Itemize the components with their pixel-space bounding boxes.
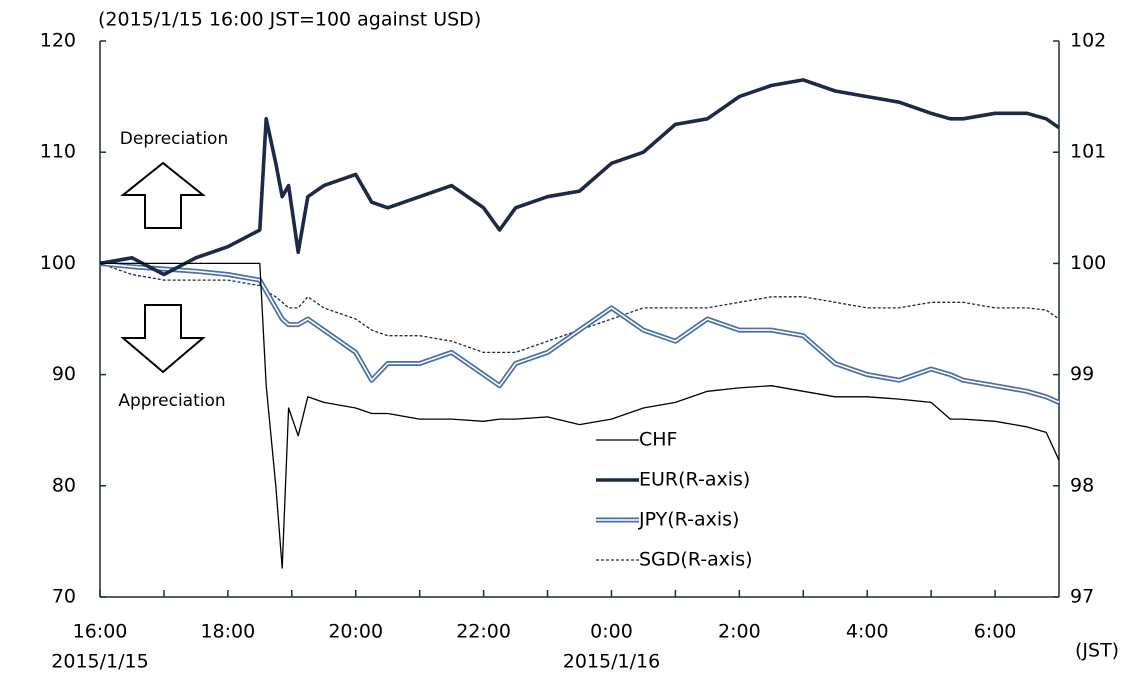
arrow-down	[120, 304, 206, 374]
x-tick-label: 16:00	[73, 621, 128, 643]
x-tick-label: 22:00	[456, 621, 511, 643]
date-label: 2015/1/16	[563, 651, 660, 673]
x-tick-label: 18:00	[200, 621, 255, 643]
series-line	[100, 262, 1060, 569]
y-tick-label: 100	[40, 252, 76, 274]
x-unit-label: (JST)	[1075, 640, 1119, 662]
y-tick-label: 110	[40, 141, 76, 163]
series-line	[99, 260, 1061, 405]
series-line-inner	[99, 262, 1060, 404]
y2-tick-label: 102	[1070, 30, 1106, 52]
legend-label: EUR(R-axis)	[639, 469, 750, 491]
y-tick-label: 120	[40, 30, 76, 52]
legend-label: JPY(R-axis)	[638, 509, 739, 531]
y2-tick-label: 99	[1070, 363, 1094, 385]
x-tick-label: 2:00	[718, 621, 761, 643]
y-tick-label: 80	[52, 474, 76, 496]
arrow-up	[120, 161, 206, 229]
y2-tick-label: 100	[1070, 252, 1106, 274]
annotation: Depreciation	[120, 129, 228, 149]
x-tick-label: 6:00	[974, 621, 1017, 643]
date-label: 2015/1/15	[51, 651, 148, 673]
y2-tick-label: 101	[1070, 141, 1106, 163]
x-tick-label: 20:00	[328, 621, 383, 643]
chart-title: (2015/1/15 16:00 JST=100 against USD)	[98, 9, 481, 31]
annotation: Appreciation	[118, 391, 225, 411]
series-line	[99, 262, 1060, 354]
y-tick-label: 90	[52, 363, 76, 385]
x-tick-label: 4:00	[846, 621, 889, 643]
y-tick-label: 70	[52, 586, 76, 608]
series-line	[99, 78, 1061, 277]
y2-tick-label: 97	[1070, 586, 1094, 608]
legend-label: SGD(R-axis)	[639, 549, 753, 571]
x-tick-label: 0:00	[590, 621, 633, 643]
legend-label: CHF	[639, 429, 677, 451]
y2-tick-label: 98	[1070, 474, 1094, 496]
